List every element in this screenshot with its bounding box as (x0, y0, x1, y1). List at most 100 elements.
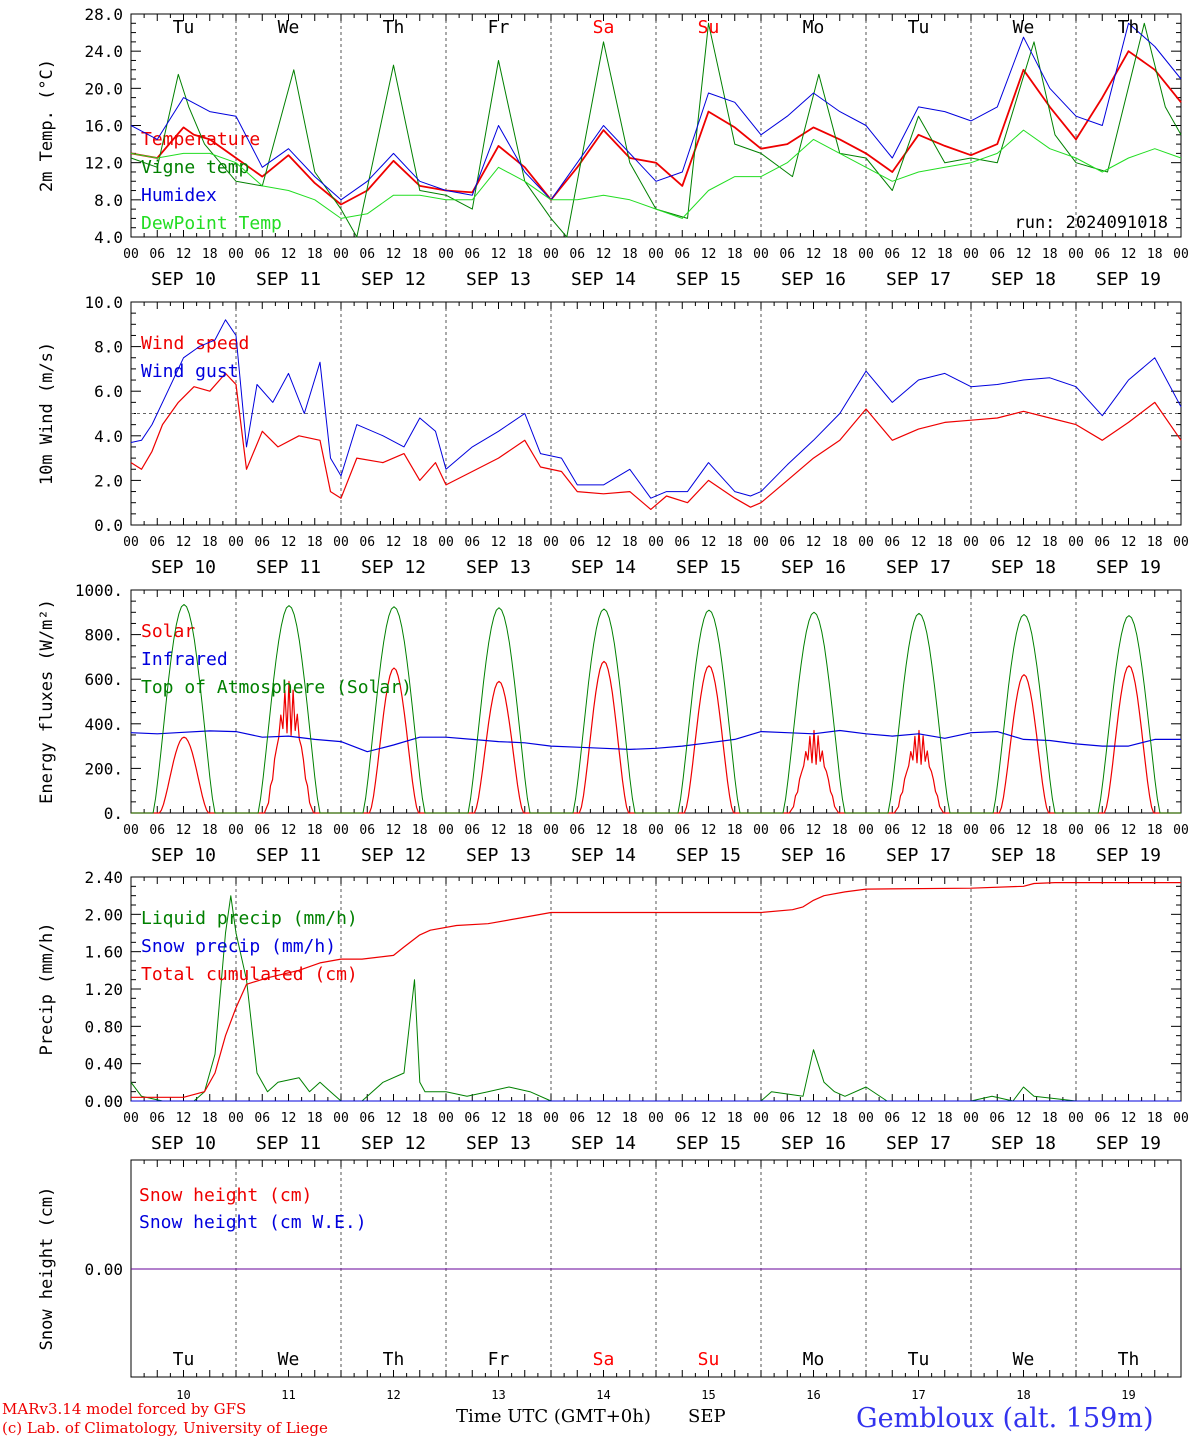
x-axis-label: Time UTC (GMT+0h) (456, 1406, 651, 1427)
date-label: SEP 12 (361, 1133, 426, 1154)
hour-tick-label: 00 (438, 247, 454, 262)
hour-tick-label: 00 (228, 247, 244, 262)
hour-tick-label: 12 (806, 247, 822, 262)
y-tick-label: 2.00 (84, 905, 123, 924)
y-tick-label: 0.0 (94, 516, 123, 535)
hour-tick-label: 12 (491, 1111, 507, 1126)
y-tick-label: 1000. (75, 581, 123, 600)
day-number-label: 17 (911, 1388, 925, 1402)
date-label: SEP 13 (466, 845, 531, 866)
hour-tick-label: 06 (989, 1111, 1005, 1126)
hour-tick-label: 18 (832, 535, 848, 550)
hour-tick-label: 00 (963, 1111, 979, 1126)
hour-tick-label: 06 (674, 247, 690, 262)
hour-tick-label: 12 (176, 535, 192, 550)
hour-tick-label: 12 (1121, 535, 1137, 550)
legend-entry: Temperature (141, 129, 260, 150)
date-label: SEP 15 (676, 1133, 741, 1154)
hour-tick-label: 18 (412, 1111, 428, 1126)
hour-tick-label: 00 (123, 247, 139, 262)
hour-tick-label: 06 (1094, 247, 1110, 262)
hour-tick-label: 12 (491, 823, 507, 838)
hour-tick-label: 00 (858, 247, 874, 262)
series-line-wind-speed (130, 372, 1182, 510)
hour-tick-label: 18 (727, 823, 743, 838)
hour-tick-label: 06 (989, 535, 1005, 550)
weekday-label: Th (383, 17, 405, 38)
hour-tick-label: 18 (517, 1111, 533, 1126)
hour-tick-label: 06 (779, 823, 795, 838)
hour-tick-label: 18 (202, 247, 218, 262)
hour-tick-label: 06 (779, 535, 795, 550)
day-number-label: 18 (1016, 1388, 1030, 1402)
y-tick-label: 1.20 (84, 980, 123, 999)
hour-tick-label: 00 (543, 247, 559, 262)
series-line-top-of-atmosphere-solar- (131, 604, 1181, 814)
date-label: SEP 15 (676, 845, 741, 866)
hour-tick-label: 06 (254, 823, 270, 838)
series-line-liquid-precip-mm-h- (130, 895, 1181, 1102)
hour-tick-label: 06 (674, 1111, 690, 1126)
hour-tick-label: 06 (149, 247, 165, 262)
hour-tick-label: 00 (1173, 823, 1189, 838)
hour-tick-label: 12 (386, 535, 402, 550)
date-label: SEP 16 (781, 269, 846, 290)
hour-tick-label: 18 (307, 823, 323, 838)
y-tick-label: 2.0 (94, 471, 123, 490)
hour-tick-label: 12 (1016, 1111, 1032, 1126)
date-label: SEP 18 (991, 269, 1056, 290)
hour-tick-label: 18 (412, 535, 428, 550)
hour-tick-label: 00 (648, 247, 664, 262)
weekday-label: Tu (908, 1349, 930, 1370)
date-label: SEP 14 (571, 1133, 636, 1154)
date-label: SEP 12 (361, 845, 426, 866)
y-tick-label: 200. (84, 759, 123, 778)
hour-tick-label: 00 (648, 823, 664, 838)
date-label: SEP 13 (466, 1133, 531, 1154)
weekday-label: Sa (593, 17, 615, 38)
hour-tick-label: 12 (176, 823, 192, 838)
hour-tick-label: 12 (386, 823, 402, 838)
y-tick-label: 4.0 (94, 427, 123, 446)
hour-tick-label: 00 (333, 535, 349, 550)
y-tick-label: 1.60 (84, 943, 123, 962)
hour-tick-label: 18 (1042, 247, 1058, 262)
hour-tick-label: 18 (412, 247, 428, 262)
hour-tick-label: 00 (333, 823, 349, 838)
hour-tick-label: 00 (753, 247, 769, 262)
weekday-label: We (1013, 17, 1035, 38)
hour-tick-label: 18 (1147, 1111, 1163, 1126)
legend-entry: Vigne temp (141, 157, 249, 178)
hour-tick-label: 00 (1068, 823, 1084, 838)
hour-tick-label: 12 (701, 1111, 717, 1126)
day-number-label: 14 (596, 1388, 610, 1402)
hour-tick-label: 18 (727, 247, 743, 262)
hour-tick-label: 12 (806, 1111, 822, 1126)
date-label: SEP 19 (1096, 845, 1161, 866)
hour-tick-label: 18 (832, 1111, 848, 1126)
hour-tick-label: 12 (386, 247, 402, 262)
hour-tick-label: 12 (281, 535, 297, 550)
hour-tick-label: 12 (701, 823, 717, 838)
series-line-wind-gust (130, 319, 1182, 499)
hour-tick-label: 12 (1016, 823, 1032, 838)
series-line-total-cumulated-cm- (131, 881, 1181, 1098)
hour-tick-label: 18 (202, 535, 218, 550)
hour-tick-label: 12 (386, 1111, 402, 1126)
hour-tick-label: 00 (648, 1111, 664, 1126)
y-axis-label: 2m Temp. (°C) (37, 59, 57, 192)
hour-tick-label: 18 (832, 823, 848, 838)
hour-tick-label: 00 (1068, 247, 1084, 262)
hour-tick-label: 00 (963, 535, 979, 550)
legend-entry: Infrared (141, 649, 228, 670)
hour-tick-label: 06 (674, 823, 690, 838)
weekday-label: Mo (803, 1349, 825, 1370)
hour-tick-label: 12 (1121, 823, 1137, 838)
hour-tick-label: 18 (832, 247, 848, 262)
hour-tick-label: 00 (858, 1111, 874, 1126)
x-axis-month: SEP (688, 1406, 726, 1427)
weekday-label: Fr (488, 1349, 510, 1370)
date-label: SEP 10 (151, 845, 216, 866)
day-number-label: 12 (386, 1388, 400, 1402)
hour-tick-label: 06 (149, 535, 165, 550)
